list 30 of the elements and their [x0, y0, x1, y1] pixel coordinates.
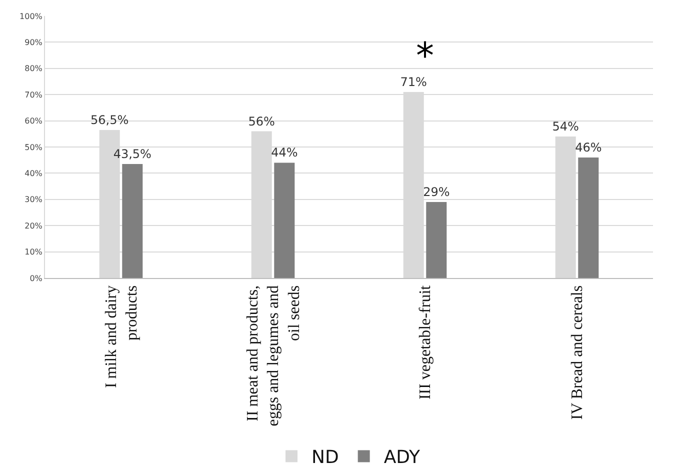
data-label: 56%	[248, 114, 275, 128]
data-label: 71%	[400, 74, 427, 89]
data-label: 43,5%	[113, 147, 152, 162]
x-tick-label: III vegetable-fruit	[417, 284, 434, 400]
data-label: 44%	[271, 146, 298, 160]
data-label: 29%	[423, 185, 450, 200]
x-tick-label: II meat and products, eggs and legumes and oil seeds	[244, 285, 303, 426]
legend-label: ND	[312, 447, 339, 468]
x-tick-label: IV Bread and cereals	[569, 285, 586, 420]
bar	[578, 157, 599, 278]
y-tick-label: 20%	[24, 221, 43, 230]
y-tick-label: 70%	[24, 90, 43, 100]
x-tick-label: I milk and dairy products	[102, 285, 141, 388]
y-tick-label: 90%	[24, 38, 43, 47]
y-tick-label: 0%	[30, 274, 43, 283]
data-label: 46%	[575, 140, 602, 154]
y-tick-label: 50%	[24, 142, 43, 152]
y-tick-label: 30%	[24, 195, 43, 204]
data-label: 54%	[552, 120, 579, 134]
bar	[426, 202, 447, 278]
y-tick-label: 10%	[24, 248, 43, 257]
bar	[274, 162, 295, 278]
data-label: 56,5%	[90, 112, 129, 127]
bar	[122, 164, 143, 278]
y-tick-label: 40%	[24, 169, 43, 178]
legend-label: ADY	[384, 447, 422, 468]
annotation: *	[416, 36, 434, 77]
y-tick-label: 100%	[20, 12, 43, 21]
y-tick-label: 80%	[24, 64, 43, 74]
y-tick-label: 60%	[24, 116, 43, 126]
